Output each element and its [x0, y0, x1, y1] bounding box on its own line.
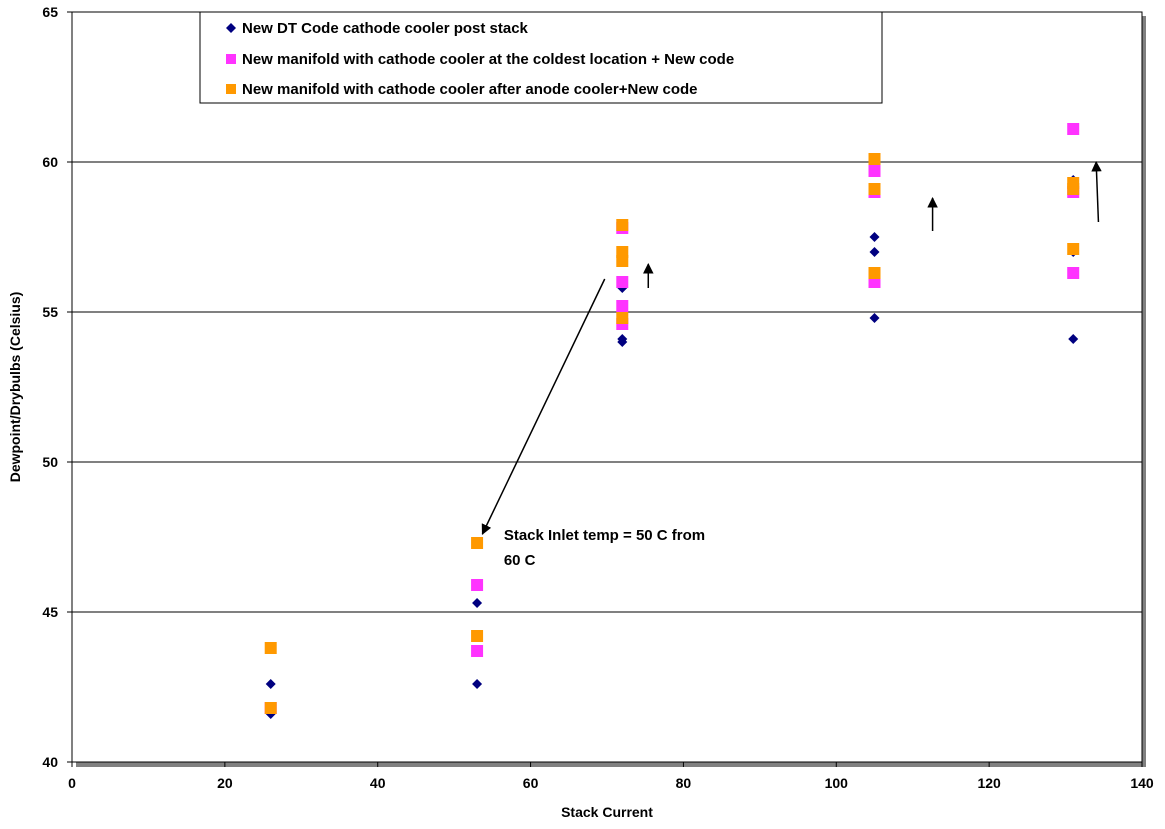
data-point-series-2 — [616, 300, 629, 312]
data-point-series-3 — [868, 153, 881, 165]
annotations: Stack Inlet temp = 50 C from 60 C — [481, 160, 1102, 569]
y-tick-label: 55 — [42, 304, 58, 320]
legend-marker-series-2 — [226, 54, 236, 64]
annotation-text: 60 C — [504, 552, 536, 569]
legend-label-series-3: New manifold with cathode cooler after a… — [242, 81, 698, 98]
annotation-arrow — [481, 278, 606, 535]
y-tick-label: 50 — [42, 454, 58, 470]
data-point-series-3 — [264, 642, 277, 654]
data-point-series-2 — [616, 276, 629, 288]
data-point-series-3 — [471, 537, 484, 549]
data-point-series-1 — [869, 232, 880, 242]
data-point-series-1 — [472, 598, 483, 608]
data-point-series-3 — [616, 246, 629, 258]
plot-area — [71, 11, 1143, 763]
data-point-series-1 — [265, 679, 276, 689]
data-point-series-2 — [1067, 123, 1080, 135]
data-point-series-1 — [1068, 334, 1079, 344]
trend-arrow — [1091, 160, 1102, 223]
x-tick-label: 80 — [676, 775, 692, 791]
data-point-series-3 — [471, 630, 484, 642]
legend-box — [199, 11, 883, 104]
axis-ticks: 40 45 50 55 60 65 0 20 40 60 80 100 120 140 — [42, 4, 1153, 791]
data-point-series-2 — [471, 579, 484, 591]
data-point-series-1 — [617, 334, 628, 344]
x-tick-label: 60 — [523, 775, 539, 791]
data-point-series-3 — [1067, 177, 1080, 189]
x-tick-label: 120 — [977, 775, 1001, 791]
x-tick-label: 40 — [370, 775, 386, 791]
data-point-series-3 — [868, 183, 881, 195]
legend: New DT Code cathode cooler post stack Ne… — [199, 11, 883, 104]
x-tick-label: 140 — [1130, 775, 1154, 791]
x-tick-label: 0 — [68, 775, 76, 791]
data-point-series-3 — [1067, 243, 1080, 255]
annotation-text: Stack Inlet temp = 50 C from — [504, 527, 705, 544]
data-point-series-2 — [1067, 267, 1080, 279]
data-points — [264, 123, 1080, 719]
legend-label-series-1: New DT Code cathode cooler post stack — [242, 20, 529, 37]
y-axis-title: Dewpoint/Drybulbs (Celsius) — [7, 292, 23, 483]
data-point-series-1 — [869, 313, 880, 323]
data-point-series-2 — [471, 645, 484, 657]
y-tick-label: 40 — [42, 754, 58, 770]
data-point-series-3 — [264, 702, 277, 714]
legend-label-series-2: New manifold with cathode cooler at the … — [242, 51, 734, 68]
data-point-series-3 — [616, 312, 629, 324]
data-point-series-1 — [472, 679, 483, 689]
x-tick-label: 100 — [825, 775, 849, 791]
gridlines — [72, 161, 1142, 613]
y-tick-label: 45 — [42, 604, 58, 620]
data-point-series-3 — [868, 267, 881, 279]
data-point-series-3 — [616, 219, 629, 231]
y-tick-label: 60 — [42, 154, 58, 170]
x-tick-label: 20 — [217, 775, 233, 791]
legend-marker-series-1 — [226, 23, 236, 33]
data-point-series-2 — [868, 165, 881, 177]
y-tick-label: 65 — [42, 4, 58, 20]
data-point-series-1 — [869, 247, 880, 257]
x-axis-title: Stack Current — [561, 804, 653, 820]
legend-marker-series-3 — [226, 84, 236, 94]
